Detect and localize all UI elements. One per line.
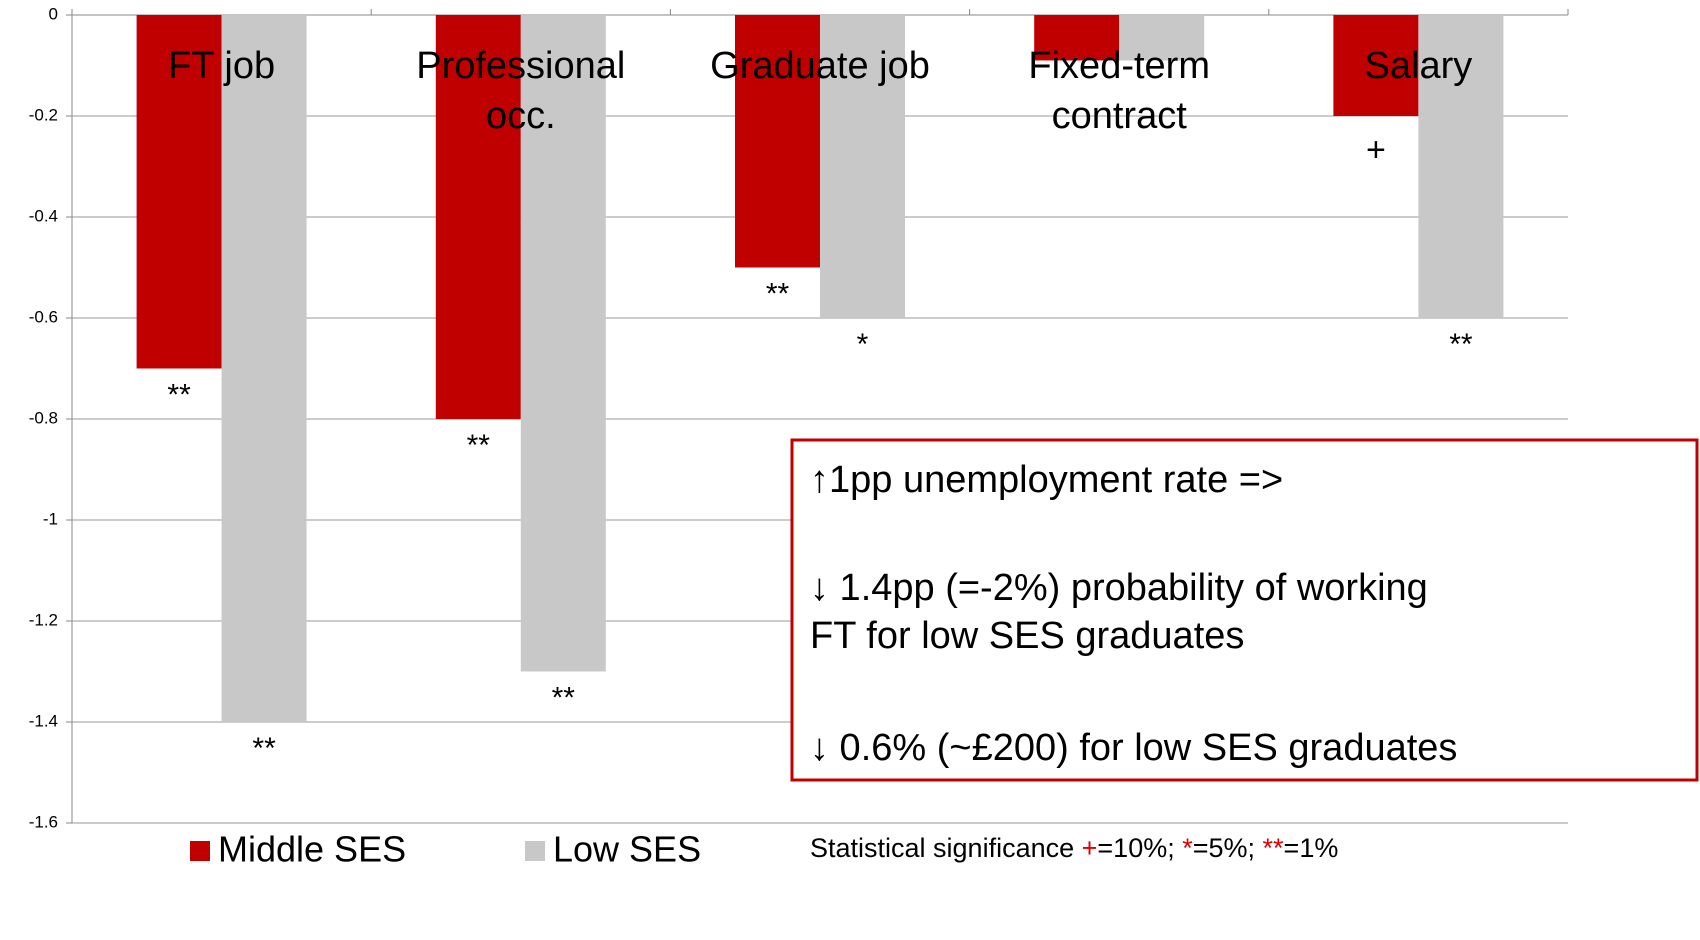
y-tick-label: -0.8 [29,408,58,427]
significance-marker: + [1366,131,1386,169]
footnote-part: * [1182,833,1193,863]
footnote-part: =1% [1284,833,1339,863]
y-tick-label: -1 [43,509,58,528]
bar [136,15,222,369]
footnote-part: ** [1263,833,1285,863]
footnote-part: Statistical significance [810,833,1082,863]
y-tick-label: -0.2 [29,105,58,124]
bar [435,15,521,419]
significance-marker: ** [467,429,491,462]
category-label: Professional [416,45,625,87]
legend-label: Low SES [553,829,701,870]
bar [1418,15,1504,318]
y-tick-label: -1.6 [29,812,58,831]
significance-marker: * [857,328,869,361]
category-label: Fixed-term [1028,45,1210,87]
category-label: Graduate job [710,45,930,87]
footnote-part: + [1082,833,1098,863]
category-label: FT job [168,45,275,87]
bar [1034,15,1120,61]
significance-marker: ** [1449,328,1473,361]
text-box [790,438,1699,782]
bar [1333,15,1419,116]
bar [820,15,905,318]
legend-swatch [190,841,210,861]
text-box-line: ↑1pp unemployment rate => [810,459,1283,501]
y-tick-label: -1.4 [29,711,58,730]
category-label: Salary [1365,45,1473,87]
bar [735,15,820,268]
significance-marker: ** [252,732,276,765]
text-box-line: ↓ 0.6% (~£200) for low SES graduates [810,727,1457,769]
y-tick-label: 0 [49,4,58,23]
significance-marker: ** [552,681,576,714]
bar [520,15,606,672]
footnote-part: =5%; [1193,833,1263,863]
category-label: occ. [486,95,556,137]
legend-label: Middle SES [218,829,406,870]
significance-marker: ** [167,378,191,411]
text-box-line: ↓ 1.4pp (=-2%) probability of working [810,567,1428,609]
bar [1119,15,1205,61]
text-box-line: FT for low SES graduates [810,615,1244,657]
bar [221,15,307,722]
footnote-part: =10%; [1097,833,1182,863]
significance-marker: ** [766,277,790,310]
category-label: contract [1052,95,1188,137]
y-tick-label: -1.2 [29,610,58,629]
y-tick-label: -0.4 [29,206,58,225]
y-tick-label: -0.6 [29,307,58,326]
legend-swatch [525,841,545,861]
footnote: Statistical significance +=10%; *=5%; **… [810,833,1338,863]
